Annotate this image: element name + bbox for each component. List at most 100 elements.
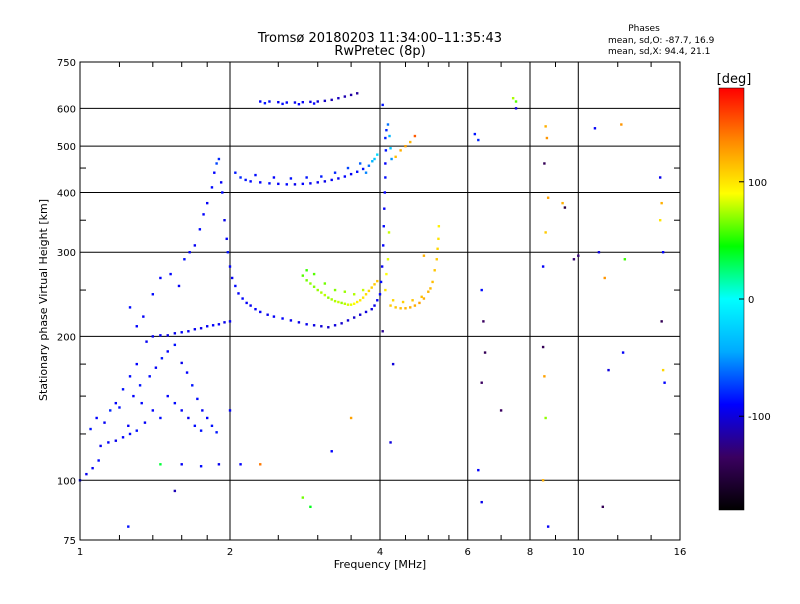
data-point: [85, 472, 88, 476]
data-point: [173, 332, 177, 335]
data-point: [297, 103, 301, 106]
data-point: [210, 424, 214, 428]
data-point: [545, 136, 549, 140]
data-point: [391, 362, 395, 366]
phase-stats-o: mean, sd,O: -87.7, 16.9: [608, 36, 715, 46]
data-point: [266, 313, 269, 316]
data-point: [480, 500, 483, 504]
data-point: [437, 237, 440, 241]
data-point: [379, 280, 383, 284]
y-tick-label: 100: [57, 476, 76, 487]
data-point: [289, 319, 293, 322]
data-point: [386, 258, 390, 261]
data-point: [367, 289, 371, 293]
data-point: [401, 300, 405, 304]
data-point: [364, 171, 368, 174]
data-point: [411, 299, 414, 302]
data-point: [346, 303, 350, 306]
data-point: [244, 178, 247, 182]
data-point: [358, 162, 362, 165]
data-point: [386, 123, 390, 126]
data-point: [91, 466, 94, 470]
data-point: [431, 280, 434, 284]
data-point: [384, 136, 387, 140]
data-point: [301, 274, 305, 277]
data-point: [249, 180, 252, 183]
data-point: [199, 429, 203, 432]
data-point: [384, 149, 388, 152]
data-point: [135, 362, 138, 366]
data-point: [514, 107, 518, 110]
x-tick-label: 8: [527, 547, 533, 558]
data-point: [343, 290, 347, 293]
data-point: [349, 303, 353, 306]
data-point: [544, 231, 547, 234]
data-point: [333, 324, 337, 327]
data-point: [399, 149, 402, 152]
data-point: [658, 176, 662, 179]
data-point: [196, 397, 199, 401]
data-point: [376, 279, 379, 283]
data-point: [601, 505, 605, 509]
data-point: [159, 334, 162, 337]
data-point: [660, 320, 663, 323]
data-point: [268, 182, 271, 185]
data-point: [301, 496, 305, 499]
data-point: [620, 123, 623, 126]
y-tick-label: 75: [63, 536, 76, 547]
data-point: [297, 321, 301, 324]
data-point: [121, 436, 125, 439]
data-point: [127, 424, 130, 428]
y-tick-label: 300: [57, 248, 76, 259]
data-point: [211, 324, 215, 327]
data-point: [384, 288, 387, 292]
data-point: [355, 300, 359, 304]
data-point: [383, 191, 387, 194]
data-point: [285, 183, 288, 186]
data-point: [340, 322, 343, 325]
x-tick-label: 1: [77, 547, 83, 558]
data-point: [221, 191, 224, 194]
data-point: [541, 479, 545, 482]
data-point: [187, 416, 190, 420]
data-point: [371, 160, 374, 163]
colorbar-tick-label: 0: [748, 295, 754, 306]
data-point: [230, 276, 234, 280]
data-point: [281, 317, 284, 320]
data-point: [173, 343, 177, 347]
chart-title-line2: RwPretec (8p): [334, 44, 425, 59]
data-point: [215, 431, 218, 434]
data-point: [473, 132, 477, 136]
data-point: [114, 439, 118, 442]
data-point: [323, 293, 327, 297]
data-point: [305, 269, 308, 272]
data-point: [333, 288, 337, 292]
data-point: [546, 196, 550, 199]
y-tick-label: 200: [57, 332, 76, 343]
data-point: [160, 357, 164, 360]
data-point: [193, 244, 197, 247]
data-point: [561, 201, 564, 205]
data-point: [272, 315, 276, 318]
data-point: [95, 416, 98, 420]
data-point: [435, 258, 438, 261]
data-point: [97, 459, 100, 462]
data-point: [268, 100, 271, 103]
data-point: [389, 147, 392, 150]
data-point: [241, 297, 244, 300]
data-point: [159, 463, 162, 466]
data-point: [543, 162, 546, 165]
y-tick-label: 500: [57, 142, 76, 153]
data-point: [355, 92, 359, 95]
data-point: [427, 290, 430, 293]
y-axis-title: Stationary phase Virtual Height [km]: [37, 199, 50, 401]
data-point: [346, 166, 350, 170]
data-point: [399, 307, 402, 310]
data-point: [327, 296, 330, 299]
y-tick-label: 400: [57, 188, 76, 199]
x-tick-label: 4: [377, 547, 383, 558]
data-point: [316, 100, 319, 103]
data-point: [312, 324, 316, 327]
data-point: [191, 384, 194, 387]
data-point: [199, 465, 203, 468]
